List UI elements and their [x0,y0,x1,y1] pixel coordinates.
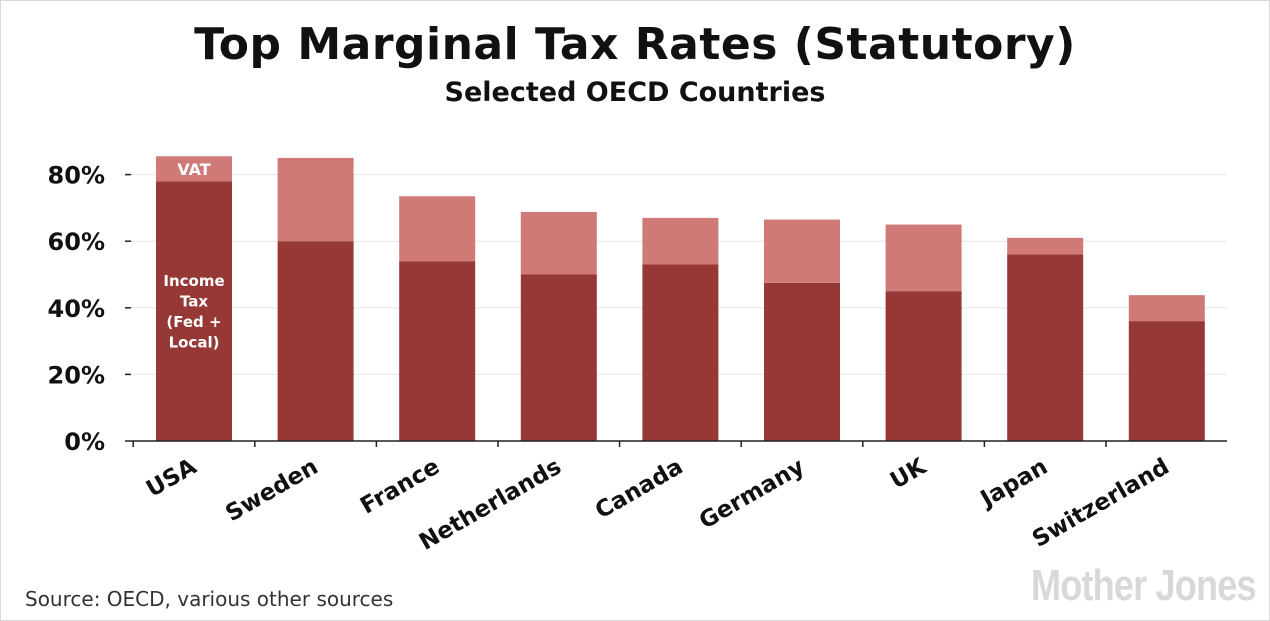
bar-income-tax [156,181,232,441]
bar-income-tax [399,261,476,441]
bar-vat [156,156,232,182]
mother-jones-logo: Mother Jones [1031,561,1257,610]
x-tick-label: UK [886,453,932,494]
bar-income-tax [277,241,354,441]
income-tax-series-label: Local) [169,334,220,352]
x-tick-label: Canada [591,454,687,525]
x-tick-label: France [356,454,444,520]
x-tick-label: Switzerland [1028,454,1174,553]
bar-vat [885,224,962,292]
source-note: Source: OECD, various other sources [25,587,394,611]
bar-income-tax [642,264,719,441]
y-tick-label: 20% [48,361,105,389]
y-tick-label: 80% [48,162,105,190]
bar-vat [399,196,476,262]
bar-vat [1128,295,1205,322]
bar-vat [642,217,719,265]
bar-income-tax [1007,254,1084,441]
income-tax-series-label: Tax [180,293,208,311]
x-tick-label: Germany [695,454,809,535]
bar-vat [520,211,597,275]
bar-vat [764,219,840,283]
bar-vat [1007,237,1084,255]
y-tick-label: 40% [48,295,105,323]
bar-income-tax [520,274,597,441]
x-tick-label: USA [142,454,201,503]
bar-income-tax [764,282,840,441]
chart-subtitle: Selected OECD Countries [444,77,826,108]
x-tick-label: Japan [975,454,1052,514]
bar-income-tax [885,291,962,441]
income-tax-series-label: Income [163,272,224,290]
x-tick-label: Sweden [221,454,322,527]
bar-income-tax [1128,321,1205,441]
income-tax-series-label: (Fed + [166,313,221,331]
chart-title: Top Marginal Tax Rates (Statutory) [194,19,1076,70]
y-tick-label: 0% [64,428,105,456]
y-tick-label: 60% [48,228,105,256]
vat-series-label: VAT [177,160,210,179]
bar-vat [277,157,354,242]
